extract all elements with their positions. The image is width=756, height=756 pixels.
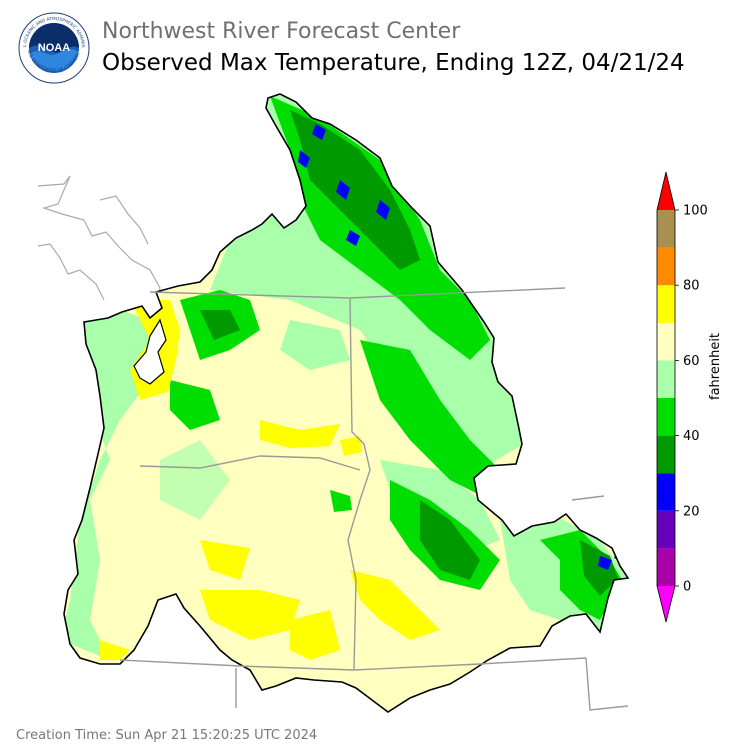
colorbar-tick-label-3: 60 bbox=[683, 354, 700, 369]
colorbar-tick-label-1: 20 bbox=[683, 504, 700, 519]
colorbar-over-triangle bbox=[657, 172, 675, 210]
colorbar-bin-2 bbox=[657, 473, 675, 511]
creation-time: Creation Time: Sun Apr 21 15:20:25 UTC 2… bbox=[16, 728, 318, 743]
colorbar-bin-1 bbox=[657, 510, 675, 549]
map-title: Observed Max Temperature, Ending 12Z, 04… bbox=[102, 50, 685, 76]
noaa-logo: NOAA NATIONAL OCEANIC AND ATMOSPHERIC AD… bbox=[18, 12, 90, 84]
colorbar-bin-4 bbox=[657, 398, 675, 436]
colorbar-bin-7 bbox=[657, 285, 675, 323]
logo-text: NOAA bbox=[38, 42, 70, 54]
colorbar-tick-label-0: 0 bbox=[683, 580, 691, 595]
colorbar-under-triangle bbox=[657, 586, 675, 622]
colorbar-bin-0 bbox=[657, 548, 675, 586]
colorbar-tick-label-5: 100 bbox=[683, 204, 708, 219]
colorbar-bin-8 bbox=[657, 247, 675, 286]
org-name: Northwest River Forecast Center bbox=[102, 19, 461, 44]
colorbar-bin-6 bbox=[657, 322, 675, 361]
temperature-colorbar: 0 20 40 60 80 100 bbox=[656, 171, 708, 623]
colorbar-bin-3 bbox=[657, 435, 675, 474]
colorbar-tick-label-4: 80 bbox=[683, 279, 700, 294]
colorbar-unit-label: fahrenheit bbox=[708, 332, 723, 400]
colorbar-bin-9 bbox=[657, 210, 675, 248]
colorbar-tick-label-2: 40 bbox=[683, 429, 700, 444]
colorbar-bin-5 bbox=[657, 360, 675, 398]
